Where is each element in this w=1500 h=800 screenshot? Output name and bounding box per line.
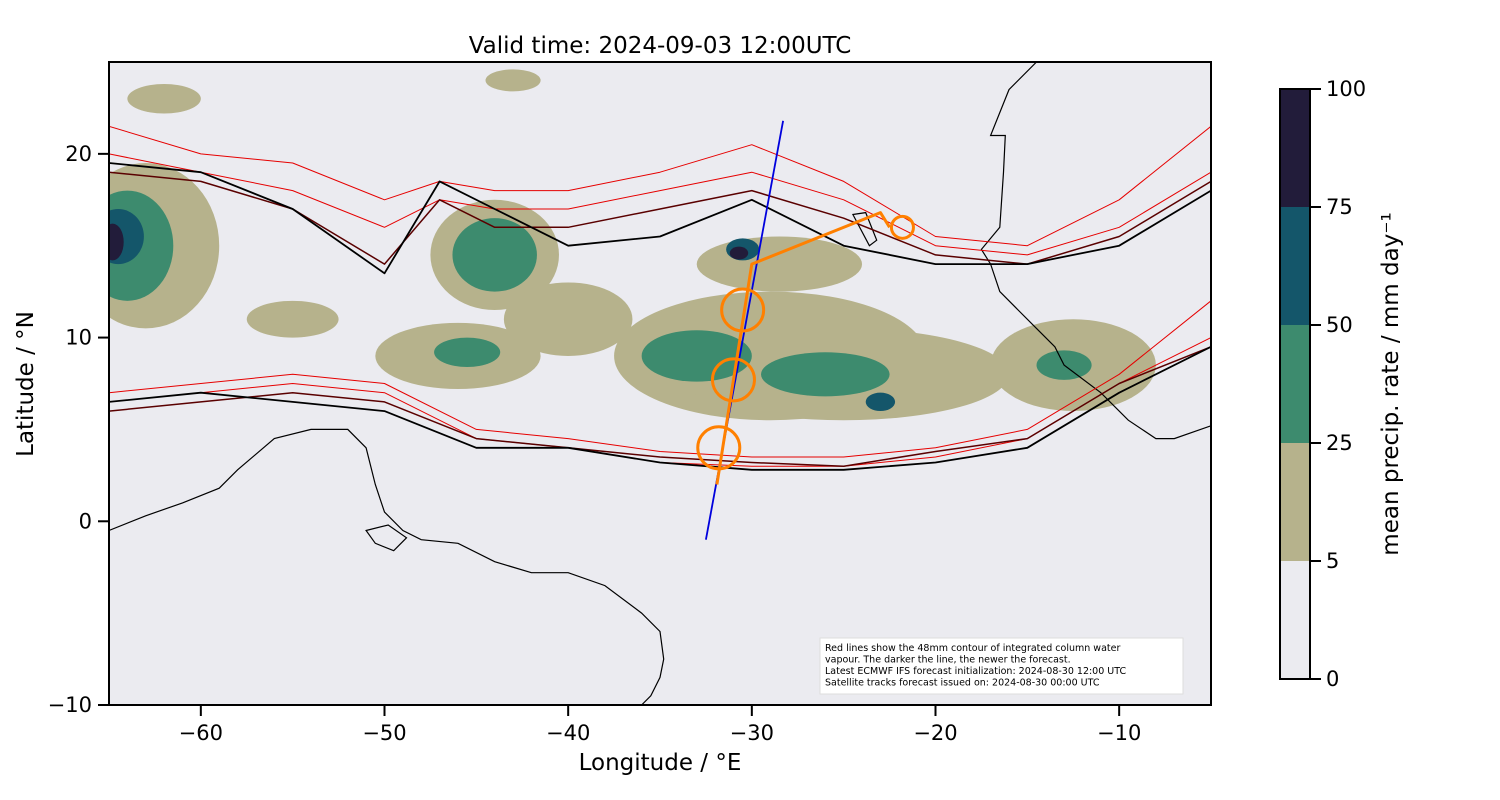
colorbar-segments bbox=[1280, 89, 1310, 679]
coastlines bbox=[109, 62, 1211, 705]
precip-area-19 bbox=[865, 392, 896, 412]
map-frame bbox=[108, 61, 1212, 706]
iwv-contour-south-0 bbox=[109, 300, 1211, 458]
colorbar-tick-label-3: 50 bbox=[1326, 313, 1353, 337]
precip-area-9 bbox=[485, 69, 541, 92]
flight-circle-0 bbox=[696, 425, 742, 471]
precip-area-21 bbox=[729, 246, 749, 260]
colorbar-tick-label-0: 0 bbox=[1326, 667, 1339, 691]
colorbar-segment-4 bbox=[1280, 89, 1310, 207]
colorbar-segment-2 bbox=[1280, 325, 1310, 443]
x-axis-ticks: −60 −50 −40 −30 −20 −10 bbox=[179, 705, 1141, 745]
coastline-amazon-islands bbox=[365, 524, 408, 552]
iwv-contour-south-2 bbox=[109, 346, 1211, 467]
annotation-line-1: Red lines show the 48mm contour of integ… bbox=[825, 643, 1120, 654]
x-axis-label: Longitude / °E bbox=[579, 750, 742, 776]
colorbar-tick-label-4: 75 bbox=[1326, 195, 1353, 219]
x-tick-label-5: −10 bbox=[1097, 721, 1141, 745]
annotation-line-4: Satellite tracks forecast issued on: 202… bbox=[825, 678, 1100, 689]
flight-circle-2 bbox=[720, 287, 766, 333]
flight-track-orange bbox=[715, 211, 891, 485]
x-tick-label-3: −30 bbox=[730, 721, 774, 745]
annotation-box: Red lines show the 48mm contour of integ… bbox=[819, 637, 1184, 695]
plot-title: Valid time: 2024-09-03 12:00UTC bbox=[469, 33, 852, 59]
precip-area-10 bbox=[127, 84, 201, 114]
iwv-contour-north-2 bbox=[109, 171, 1211, 265]
flight-circle-1 bbox=[710, 357, 756, 403]
precip-area-7 bbox=[696, 236, 863, 292]
annotation-line-2: vapour. The darker the line, the newer t… bbox=[825, 655, 1071, 666]
y-tick-label-1: 0 bbox=[79, 509, 92, 533]
y-tick-label-2: 10 bbox=[65, 326, 92, 350]
iwv-contours bbox=[109, 125, 1211, 471]
iwv-contour-south-3 bbox=[109, 345, 1211, 471]
x-tick-label-2: −40 bbox=[546, 721, 590, 745]
colorbar-segment-1 bbox=[1280, 443, 1310, 561]
colorbar-label: mean precip. rate / mm day⁻¹ bbox=[1378, 212, 1404, 555]
coastline-africa bbox=[980, 62, 1211, 440]
x-tick-label-0: −60 bbox=[179, 721, 223, 745]
colorbar: 0 5 25 50 75 100 mean precip. rate / mm day⁻¹ bbox=[1279, 77, 1404, 691]
x-tick-label-4: −20 bbox=[913, 721, 957, 745]
map-content bbox=[109, 62, 1211, 705]
iwv-contour-north-0 bbox=[109, 125, 1211, 247]
precip-area-13 bbox=[641, 330, 752, 382]
precip-area-14 bbox=[761, 352, 890, 397]
y-tick-label-0: −10 bbox=[48, 693, 92, 717]
colorbar-tick-label-2: 25 bbox=[1326, 431, 1353, 455]
flight-circle-3 bbox=[889, 214, 915, 240]
colorbar-tick-label-1: 5 bbox=[1326, 549, 1339, 573]
colorbar-tick-label-5: 100 bbox=[1326, 77, 1366, 101]
colorbar-segment-0 bbox=[1280, 561, 1310, 679]
precip-area-8 bbox=[246, 300, 339, 338]
precip-area-15 bbox=[434, 337, 501, 367]
colorbar-ticks: 0 5 25 50 75 100 bbox=[1310, 77, 1366, 691]
coastline-south-america bbox=[109, 428, 665, 705]
colorbar-frame bbox=[1279, 88, 1311, 680]
precip-field bbox=[109, 69, 1156, 421]
annotation-line-3: Latest ECMWF IFS forecast initialization… bbox=[825, 666, 1126, 677]
x-tick-label-1: −50 bbox=[362, 721, 406, 745]
iwv-contour-north-3 bbox=[109, 162, 1211, 275]
precip-area-11 bbox=[452, 218, 537, 292]
y-tick-label-3: 20 bbox=[65, 142, 92, 166]
y-axis-ticks: −10 0 10 20 bbox=[48, 142, 109, 717]
coastline-cape-verde bbox=[851, 211, 878, 247]
colorbar-segment-3 bbox=[1280, 207, 1310, 325]
iwv-contour-north-1 bbox=[109, 153, 1211, 256]
precip-area-5 bbox=[503, 282, 633, 356]
precip-area-20 bbox=[109, 223, 124, 261]
map-axes: −60 −50 −40 −30 −20 −10 −10 0 10 20 bbox=[48, 61, 1212, 745]
satellite-tracks bbox=[696, 120, 915, 540]
y-axis-label: Latitude / °N bbox=[13, 311, 39, 457]
